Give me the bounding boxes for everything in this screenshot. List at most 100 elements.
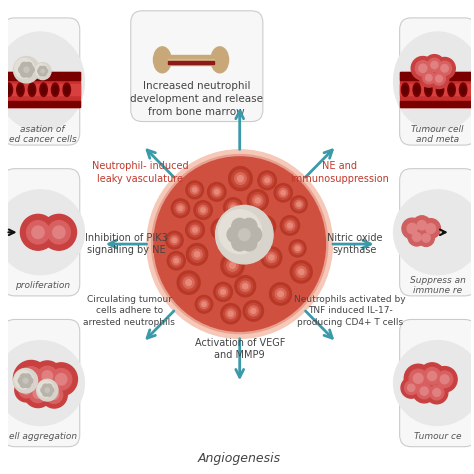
Circle shape: [248, 306, 258, 316]
Circle shape: [401, 377, 421, 398]
Circle shape: [36, 379, 58, 401]
Circle shape: [186, 181, 203, 199]
Circle shape: [434, 57, 455, 79]
Circle shape: [51, 369, 72, 390]
Circle shape: [288, 223, 292, 228]
Circle shape: [299, 269, 304, 274]
Ellipse shape: [53, 85, 57, 94]
Circle shape: [412, 216, 431, 235]
Circle shape: [174, 258, 179, 263]
Ellipse shape: [436, 83, 444, 96]
Circle shape: [426, 224, 436, 234]
Circle shape: [46, 384, 52, 390]
Circle shape: [19, 367, 43, 390]
Circle shape: [23, 378, 28, 383]
Ellipse shape: [41, 85, 46, 94]
Circle shape: [33, 389, 43, 398]
FancyBboxPatch shape: [400, 319, 474, 447]
Circle shape: [250, 193, 265, 208]
Bar: [400, 72, 474, 108]
Circle shape: [20, 374, 27, 381]
Circle shape: [18, 66, 26, 73]
Circle shape: [437, 371, 453, 388]
Circle shape: [32, 226, 44, 238]
Circle shape: [420, 387, 428, 395]
Circle shape: [41, 214, 76, 250]
Circle shape: [186, 220, 204, 239]
Circle shape: [221, 304, 241, 324]
Circle shape: [226, 201, 240, 215]
Circle shape: [15, 370, 33, 389]
Ellipse shape: [401, 83, 409, 96]
Circle shape: [43, 390, 48, 396]
Circle shape: [239, 240, 248, 249]
Circle shape: [47, 221, 70, 244]
Circle shape: [261, 173, 274, 187]
Circle shape: [212, 187, 221, 196]
FancyBboxPatch shape: [3, 169, 80, 296]
Circle shape: [432, 366, 457, 392]
Circle shape: [429, 69, 449, 89]
Circle shape: [42, 371, 53, 381]
Ellipse shape: [5, 83, 12, 96]
Circle shape: [296, 266, 307, 277]
Text: Neutrophil- induced
leaky vasculature: Neutrophil- induced leaky vasculature: [91, 161, 188, 183]
Circle shape: [37, 69, 42, 73]
Circle shape: [412, 233, 421, 241]
Ellipse shape: [64, 85, 69, 94]
Circle shape: [277, 186, 290, 200]
Circle shape: [45, 363, 77, 396]
Circle shape: [422, 234, 430, 242]
Circle shape: [15, 378, 38, 402]
Text: Nitric oxide
synthase: Nitric oxide synthase: [327, 233, 383, 255]
Circle shape: [237, 175, 243, 182]
Circle shape: [415, 61, 430, 76]
Circle shape: [186, 280, 191, 285]
Circle shape: [417, 220, 427, 230]
Circle shape: [221, 254, 244, 277]
Circle shape: [24, 379, 52, 408]
Circle shape: [214, 221, 230, 237]
Circle shape: [263, 176, 272, 185]
Circle shape: [191, 186, 199, 194]
Circle shape: [227, 260, 238, 271]
Circle shape: [180, 274, 197, 291]
Ellipse shape: [403, 85, 408, 94]
Circle shape: [167, 252, 185, 270]
Circle shape: [281, 191, 285, 195]
Circle shape: [46, 390, 52, 396]
Ellipse shape: [0, 32, 84, 131]
Circle shape: [183, 277, 194, 288]
Circle shape: [20, 214, 55, 250]
Circle shape: [166, 231, 183, 249]
Circle shape: [234, 236, 253, 255]
Circle shape: [419, 64, 427, 73]
Circle shape: [216, 285, 230, 299]
Bar: [168, 61, 214, 64]
Circle shape: [431, 61, 438, 69]
Circle shape: [232, 170, 249, 187]
Circle shape: [147, 150, 332, 338]
Ellipse shape: [0, 341, 84, 426]
Circle shape: [27, 221, 49, 244]
Circle shape: [291, 196, 307, 213]
Circle shape: [418, 229, 434, 246]
Circle shape: [253, 195, 263, 206]
Circle shape: [413, 374, 423, 383]
Circle shape: [41, 69, 45, 73]
Circle shape: [211, 219, 233, 240]
Ellipse shape: [40, 83, 47, 96]
Circle shape: [246, 227, 262, 243]
Circle shape: [197, 203, 210, 217]
Circle shape: [273, 286, 289, 302]
Text: Activation of VEGF
and MMP9: Activation of VEGF and MMP9: [194, 338, 285, 360]
Circle shape: [192, 249, 202, 260]
Ellipse shape: [18, 85, 23, 94]
Ellipse shape: [211, 47, 228, 73]
Circle shape: [48, 387, 54, 393]
Circle shape: [436, 75, 442, 82]
Circle shape: [240, 281, 250, 292]
FancyBboxPatch shape: [3, 18, 80, 145]
Circle shape: [231, 205, 236, 210]
Circle shape: [261, 247, 282, 268]
